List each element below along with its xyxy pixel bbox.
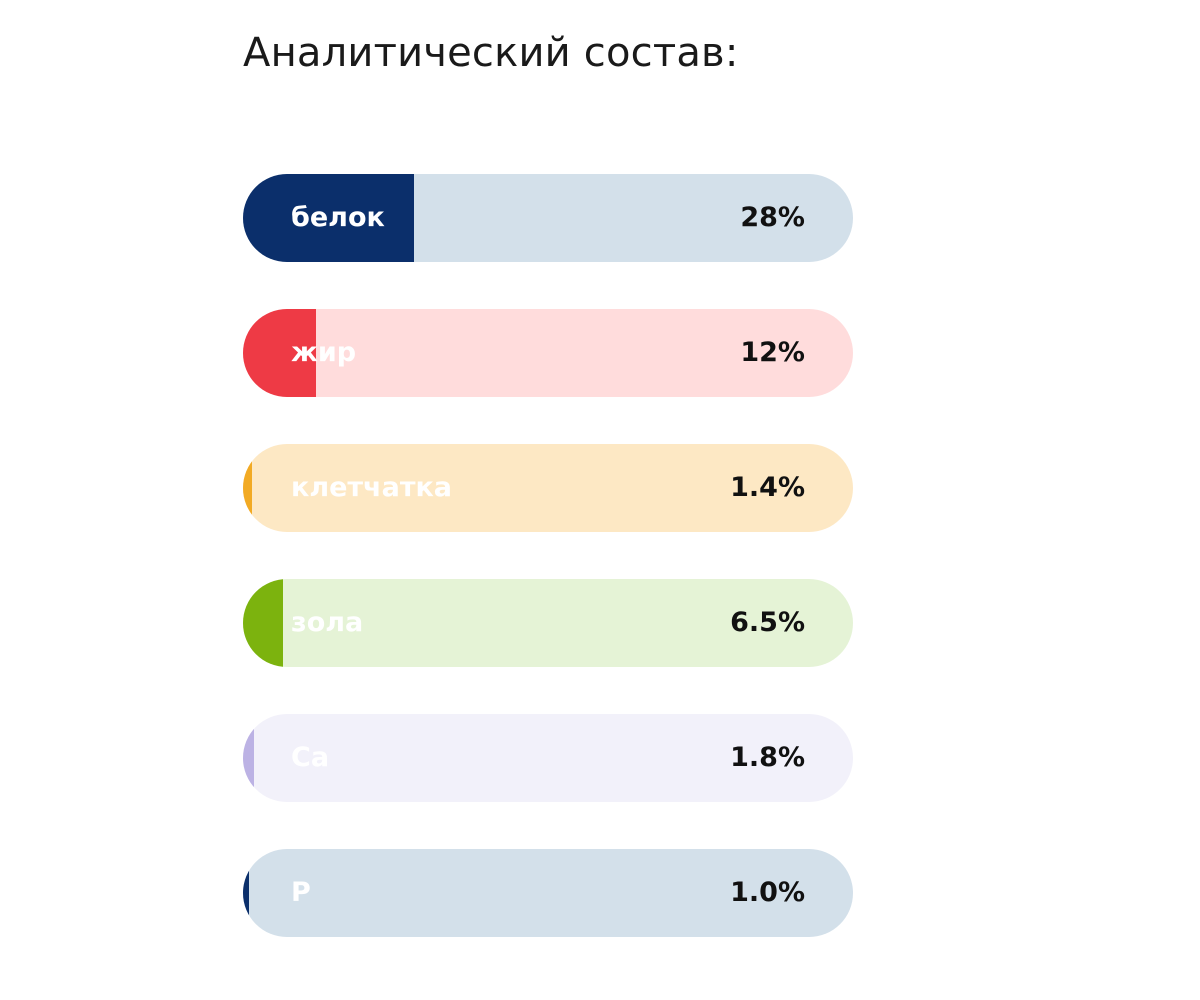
bar-label: белок bbox=[291, 202, 385, 233]
bar-fill bbox=[243, 444, 252, 532]
bar-track: белок 28% bbox=[243, 174, 853, 262]
bar-track: Ca 1.8% bbox=[243, 714, 853, 802]
bar-fill bbox=[243, 309, 316, 397]
bar-value-label: 1.8% bbox=[730, 742, 805, 773]
bar-label: P bbox=[291, 877, 311, 908]
bar-track: клетчатка 1.4% bbox=[243, 444, 853, 532]
bar-track: зола 6.5% bbox=[243, 579, 853, 667]
bar-fill bbox=[243, 579, 283, 667]
bar-value-label: 12% bbox=[740, 337, 805, 368]
bar-value-label: 6.5% bbox=[730, 607, 805, 638]
bar-value-label: 1.0% bbox=[730, 877, 805, 908]
bar-track: жир 12% bbox=[243, 309, 853, 397]
bar-fill bbox=[243, 714, 254, 802]
bar-value-label: 1.4% bbox=[730, 472, 805, 503]
bar-label: жир bbox=[291, 337, 357, 368]
chart-title: Аналитический состав: bbox=[243, 30, 739, 76]
bar-fill bbox=[243, 174, 414, 262]
bar-chart: белок 28% жир 12% клетчатка 1.4% зола 6.5% Ca 1.8… bbox=[243, 174, 853, 984]
bar-value-label: 28% bbox=[740, 202, 805, 233]
bar-label: клетчатка bbox=[291, 472, 453, 503]
bar-track: P 1.0% bbox=[243, 849, 853, 937]
bar-fill bbox=[243, 849, 249, 937]
bar-label: Ca bbox=[291, 742, 330, 773]
bar-label: зола bbox=[291, 607, 364, 638]
